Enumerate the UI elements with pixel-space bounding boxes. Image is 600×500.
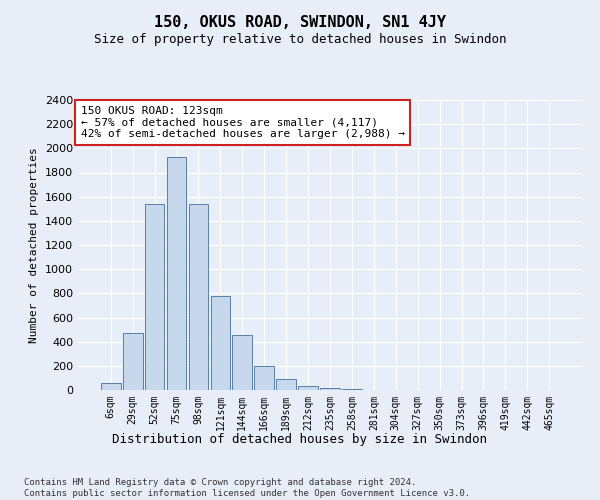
- Bar: [320, 388, 340, 390]
- Bar: [276, 379, 296, 390]
- Bar: [167, 157, 187, 390]
- Bar: [188, 204, 208, 390]
- Bar: [145, 204, 164, 390]
- Bar: [254, 366, 274, 390]
- Text: 150, OKUS ROAD, SWINDON, SN1 4JY: 150, OKUS ROAD, SWINDON, SN1 4JY: [154, 15, 446, 30]
- Bar: [123, 332, 143, 390]
- Bar: [232, 335, 252, 390]
- Text: Distribution of detached houses by size in Swindon: Distribution of detached houses by size …: [113, 432, 487, 446]
- Y-axis label: Number of detached properties: Number of detached properties: [29, 147, 40, 343]
- Text: 150 OKUS ROAD: 123sqm
← 57% of detached houses are smaller (4,117)
42% of semi-d: 150 OKUS ROAD: 123sqm ← 57% of detached …: [80, 106, 404, 139]
- Bar: [211, 296, 230, 390]
- Text: Size of property relative to detached houses in Swindon: Size of property relative to detached ho…: [94, 32, 506, 46]
- Bar: [101, 383, 121, 390]
- Bar: [298, 386, 318, 390]
- Text: Contains HM Land Registry data © Crown copyright and database right 2024.
Contai: Contains HM Land Registry data © Crown c…: [24, 478, 470, 498]
